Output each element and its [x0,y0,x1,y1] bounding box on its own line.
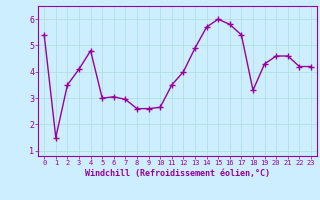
X-axis label: Windchill (Refroidissement éolien,°C): Windchill (Refroidissement éolien,°C) [85,169,270,178]
